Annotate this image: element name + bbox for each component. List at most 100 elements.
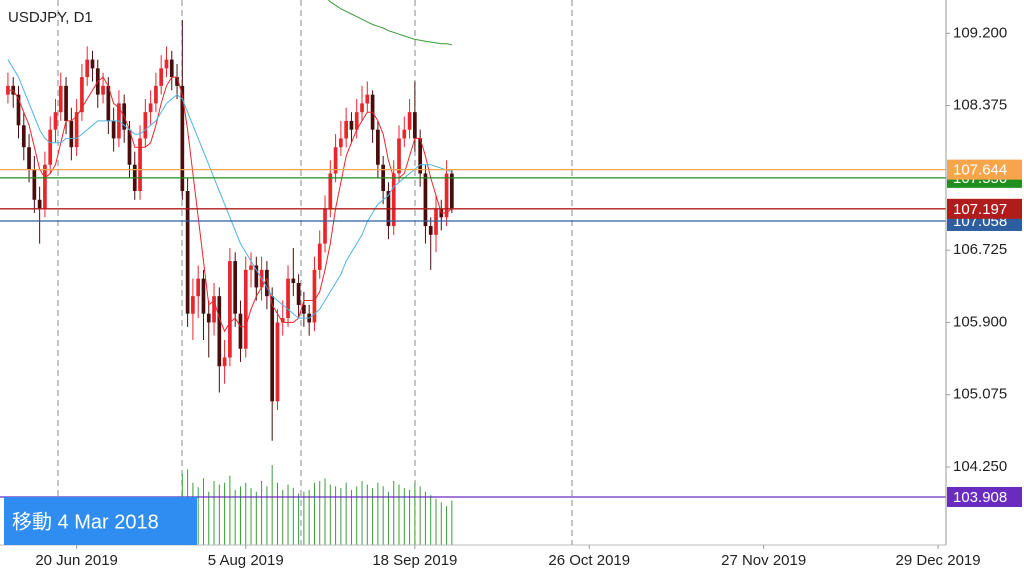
candle-body: [80, 77, 84, 113]
x-tick-label: 26 Oct 2019: [548, 552, 630, 569]
candle-body: [402, 129, 407, 139]
candle-body: [37, 199, 42, 209]
candle-body: [413, 112, 417, 139]
scroll-button-label[interactable]: 移動 4 Mar 2018: [12, 510, 159, 533]
level-tag: [947, 486, 1022, 507]
y-tick-label: 105.075: [953, 386, 1007, 403]
candle-body: [106, 85, 111, 121]
candle-body: [444, 173, 449, 218]
candle-body: [222, 357, 227, 367]
chart-title: USDJPY, D1: [8, 9, 93, 26]
x-tick-label: 18 Sep 2019: [372, 552, 457, 569]
candle-body: [196, 278, 201, 297]
candle-body: [434, 208, 438, 235]
y-tick-label: 104.250: [953, 458, 1007, 475]
candle-body: [254, 265, 259, 288]
candle-body: [280, 318, 285, 323]
candle-body: [339, 138, 343, 148]
candle-body: [302, 304, 306, 314]
candle-body: [148, 103, 153, 113]
candle-body: [201, 278, 206, 314]
x-tick-label: 27 Nov 2019: [721, 552, 806, 569]
candle-body: [228, 261, 232, 358]
candle-body: [101, 85, 105, 95]
candle-body: [365, 94, 370, 104]
candle-body: [323, 208, 327, 244]
candle-body: [16, 94, 21, 126]
candle-body: [238, 313, 243, 349]
candle-body: [407, 112, 412, 130]
candle-body: [169, 59, 174, 78]
candle-body: [349, 120, 354, 130]
level-tag: [947, 198, 1022, 219]
y-tick-label: 108.375: [953, 97, 1007, 114]
candle-body: [180, 85, 185, 192]
candle-body: [32, 169, 37, 200]
candle-body: [212, 296, 216, 323]
candle-body: [164, 59, 169, 69]
candle-body: [48, 129, 53, 165]
candle-body: [286, 278, 290, 319]
candle-body: [58, 85, 63, 113]
candle-body: [360, 103, 364, 113]
candle-body: [275, 322, 280, 402]
x-tick-label: 29 Dec 2019: [896, 552, 981, 569]
candle-body: [312, 269, 317, 323]
candle-body: [74, 112, 79, 148]
candle-body: [217, 296, 222, 367]
candle-body: [391, 173, 396, 227]
moving-average: [7, 59, 453, 319]
candle-body: [354, 112, 359, 130]
x-tick-label: 5 Aug 2019: [208, 552, 284, 569]
candle-body: [138, 138, 142, 192]
candle-body: [85, 59, 90, 78]
candle-body: [376, 129, 380, 165]
candle-body: [27, 147, 31, 170]
candle-body: [328, 173, 333, 209]
candle-body: [64, 85, 68, 121]
candle-body: [291, 278, 296, 284]
candle-body: [243, 269, 248, 349]
candle-body: [249, 265, 253, 270]
y-tick-label: 109.200: [953, 24, 1007, 41]
candle-body: [270, 296, 275, 402]
x-tick-label: 20 Jun 2019: [35, 552, 118, 569]
level-label: 107.197: [953, 201, 1007, 218]
moving-average: [327, 0, 452, 46]
y-tick-label: 106.725: [953, 241, 1007, 258]
candle-body: [154, 85, 158, 104]
candle-body: [233, 261, 238, 314]
candle-body: [143, 112, 148, 139]
candle-body: [397, 138, 401, 174]
candle-body: [43, 164, 47, 209]
candle-body: [296, 283, 301, 305]
candle-body: [53, 112, 58, 130]
candle-body: [423, 173, 428, 227]
candle-body: [450, 173, 454, 209]
candle-body: [175, 77, 179, 86]
candle-body: [344, 120, 349, 139]
level-tag: [947, 159, 1022, 180]
candle-body: [428, 226, 433, 235]
candle-body: [21, 125, 26, 148]
candle-body: [185, 191, 190, 314]
y-tick-label: 105.900: [953, 313, 1007, 330]
candle-body: [418, 138, 423, 174]
candle-body: [206, 313, 211, 323]
candle-body: [90, 59, 95, 69]
candle-body: [127, 129, 132, 165]
candle-body: [111, 120, 116, 139]
candle-body: [69, 120, 74, 148]
candle-body: [317, 243, 322, 270]
candle-body: [333, 147, 338, 174]
candle-body: [265, 269, 269, 297]
level-label: 103.908: [953, 489, 1007, 506]
level-label: 107.644: [953, 162, 1007, 179]
moving-average: [7, 76, 453, 333]
candle-body: [159, 68, 164, 86]
scroll-button[interactable]: [4, 497, 197, 545]
candle-body: [191, 296, 195, 314]
